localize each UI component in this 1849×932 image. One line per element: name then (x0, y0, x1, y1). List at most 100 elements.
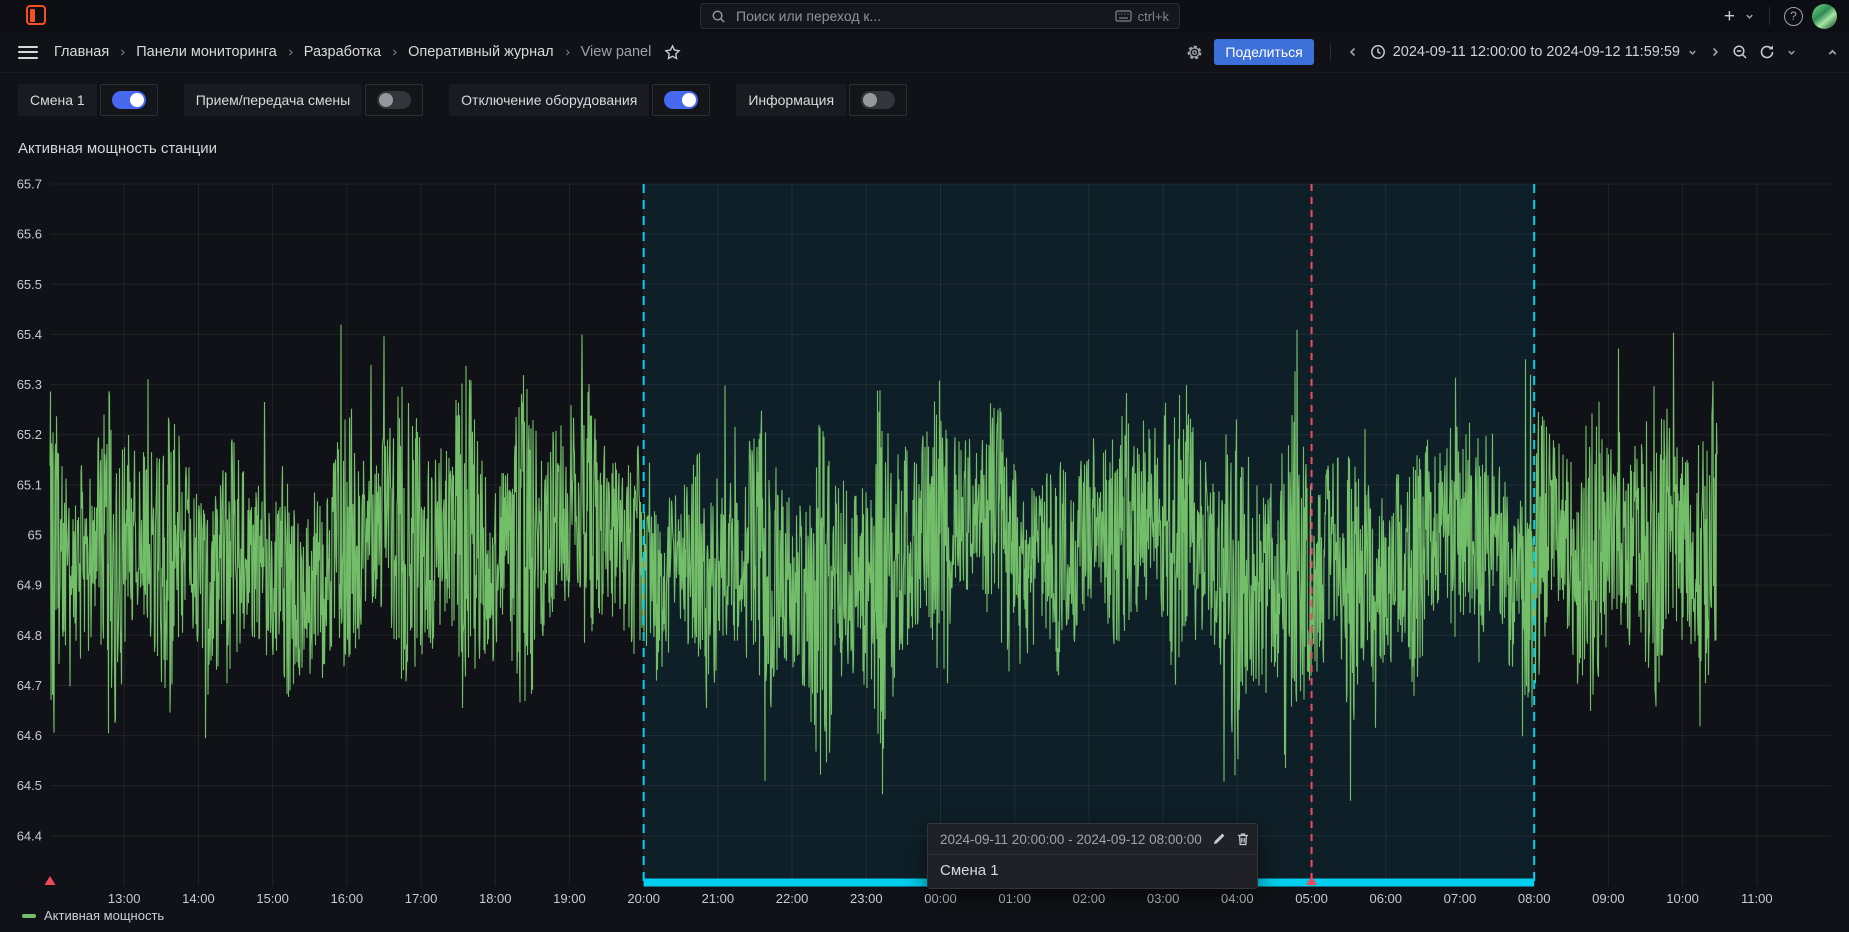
add-button[interactable]: + (1724, 7, 1735, 26)
top-nav-bar: ctrl+k + ? (0, 0, 1849, 33)
legend-series-marker[interactable] (22, 914, 36, 918)
svg-text:20:00: 20:00 (627, 891, 660, 906)
svg-text:00:00: 00:00 (924, 891, 957, 906)
edit-pencil-icon[interactable] (1212, 832, 1226, 846)
toggle-switch[interactable] (377, 91, 411, 109)
toggle-knob (130, 93, 144, 107)
avatar[interactable] (1812, 4, 1837, 29)
annotation-time-range: 2024-09-11 20:00:00 - 2024-09-12 08:00:0… (940, 832, 1202, 847)
panel-toolbar: Поделиться 2024-09-11 12:00:00 to 2024-0… (1186, 39, 1839, 65)
zoom-out-icon[interactable] (1732, 44, 1748, 60)
help-button[interactable]: ? (1784, 7, 1803, 26)
svg-text:21:00: 21:00 (702, 891, 735, 906)
svg-text:65.5: 65.5 (17, 277, 42, 292)
toggle-equipment-shutdown[interactable] (652, 84, 710, 116)
breadcrumb-dashboard[interactable]: Оперативный журнал (408, 44, 554, 60)
svg-text:65.3: 65.3 (17, 377, 42, 392)
toggle-knob (863, 93, 877, 107)
svg-text:65.7: 65.7 (17, 177, 42, 192)
annotation-tooltip: 2024-09-11 20:00:00 - 2024-09-12 08:00:0… (927, 823, 1258, 889)
toolbar-divider (1330, 43, 1331, 61)
delete-trash-icon[interactable] (1236, 832, 1250, 846)
time-range-label: 2024-09-11 12:00:00 to 2024-09-12 11:59:… (1393, 44, 1680, 60)
time-range-chevron-down-icon (1687, 47, 1698, 58)
breadcrumb-separator-icon (563, 47, 572, 58)
toggle-information[interactable] (849, 84, 907, 116)
power-chart[interactable]: 65.765.665.565.465.365.265.16564.964.864… (0, 156, 1849, 932)
svg-text:02:00: 02:00 (1073, 891, 1106, 906)
svg-text:65.2: 65.2 (17, 427, 42, 442)
svg-text:01:00: 01:00 (998, 891, 1031, 906)
toggle-group-equipment-shutdown: Отключение оборудования (449, 84, 710, 116)
search-bar[interactable]: ctrl+k (700, 3, 1180, 29)
toggle-group-smena1: Смена 1 (18, 84, 158, 116)
svg-text:65.4: 65.4 (17, 327, 42, 342)
breadcrumb-home[interactable]: Главная (54, 44, 109, 60)
toggle-smena1[interactable] (100, 84, 158, 116)
svg-text:04:00: 04:00 (1221, 891, 1254, 906)
topnav-actions: + ? (1724, 0, 1837, 32)
toggle-group-information: Информация (736, 84, 907, 116)
search-input[interactable] (734, 7, 1107, 25)
svg-text:64.4: 64.4 (17, 828, 42, 843)
search-shortcut: ctrl+k (1115, 9, 1169, 24)
time-shift-left-icon[interactable] (1347, 46, 1359, 58)
scroll-up-chevron-icon[interactable] (1826, 46, 1839, 59)
toggle-shift-handover[interactable] (365, 84, 423, 116)
svg-text:16:00: 16:00 (331, 891, 364, 906)
star-icon[interactable] (664, 44, 681, 61)
svg-text:08:00: 08:00 (1518, 891, 1551, 906)
svg-text:06:00: 06:00 (1369, 891, 1402, 906)
svg-text:19:00: 19:00 (553, 891, 586, 906)
panel-title: Активная мощность станции (18, 140, 217, 157)
svg-text:09:00: 09:00 (1592, 891, 1625, 906)
svg-text:03:00: 03:00 (1147, 891, 1180, 906)
breadcrumb-current: View panel (581, 44, 652, 60)
toggle-switch[interactable] (861, 91, 895, 109)
svg-text:23:00: 23:00 (850, 891, 883, 906)
breadcrumb-toolbar: Главная Панели мониторинга Разработка Оп… (0, 32, 1849, 73)
annotation-marker (45, 876, 56, 885)
svg-text:64.7: 64.7 (17, 678, 42, 693)
toggle-label: Прием/передача смены (184, 84, 362, 116)
svg-text:65: 65 (28, 528, 42, 543)
breadcrumb: Главная Панели мониторинга Разработка Оп… (54, 44, 681, 61)
toggle-switch[interactable] (112, 91, 146, 109)
toggle-label: Информация (736, 84, 846, 116)
svg-text:22:00: 22:00 (776, 891, 809, 906)
search-icon (711, 9, 726, 24)
refresh-chevron-down-icon[interactable] (1786, 47, 1797, 58)
toggle-label: Смена 1 (18, 84, 97, 116)
svg-text:18:00: 18:00 (479, 891, 512, 906)
breadcrumb-folder[interactable]: Разработка (304, 44, 381, 60)
svg-text:64.8: 64.8 (17, 628, 42, 643)
svg-text:65.1: 65.1 (17, 477, 42, 492)
time-shift-right-icon[interactable] (1709, 46, 1721, 58)
app-logo[interactable] (26, 5, 46, 25)
menu-icon[interactable] (18, 46, 38, 59)
svg-text:10:00: 10:00 (1666, 891, 1699, 906)
toggle-switch[interactable] (664, 91, 698, 109)
breadcrumb-separator-icon (390, 47, 399, 58)
toggle-knob (379, 93, 393, 107)
annotation-actions (1212, 832, 1250, 846)
keyboard-icon (1115, 10, 1132, 22)
legend-series-label[interactable]: Активная мощность (44, 908, 164, 923)
app-logo-bar (30, 9, 36, 22)
svg-text:17:00: 17:00 (405, 891, 438, 906)
svg-text:05:00: 05:00 (1295, 891, 1328, 906)
share-button[interactable]: Поделиться (1214, 39, 1313, 65)
breadcrumb-separator-icon (118, 47, 127, 58)
refresh-icon[interactable] (1759, 44, 1775, 60)
add-chevron-down-icon[interactable] (1744, 11, 1755, 22)
gear-icon[interactable] (1186, 44, 1203, 61)
search-shortcut-label: ctrl+k (1138, 9, 1169, 24)
breadcrumb-separator-icon (286, 47, 295, 58)
breadcrumb-dashboards[interactable]: Панели мониторинга (136, 44, 277, 60)
svg-text:65.6: 65.6 (17, 227, 42, 242)
chart-legend: Активная мощность (22, 908, 164, 923)
time-range-picker[interactable]: 2024-09-11 12:00:00 to 2024-09-12 11:59:… (1370, 44, 1698, 60)
svg-text:13:00: 13:00 (108, 891, 141, 906)
clock-icon (1370, 44, 1386, 60)
toggle-knob (682, 93, 696, 107)
